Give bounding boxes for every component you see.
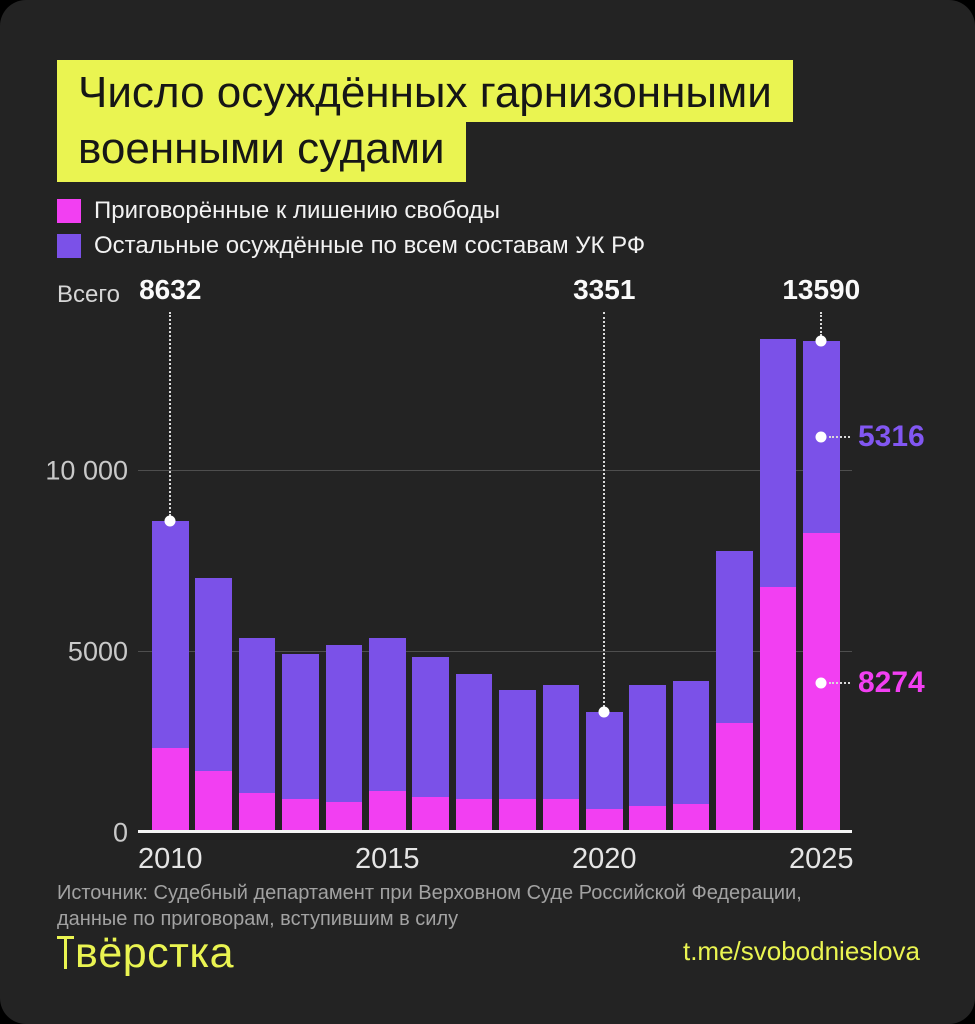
legend-label-other: Остальные осуждённые по всем составам УК… bbox=[94, 232, 646, 259]
bar-2012 bbox=[238, 637, 276, 833]
x-tick-2015: 2015 bbox=[354, 843, 420, 875]
bar-2015 bbox=[369, 637, 406, 833]
callout-total-2025: 13590 bbox=[782, 274, 861, 305]
bar-2012-segment-other bbox=[238, 637, 276, 794]
legend-item-prison: Приговорённые к лишению свободы bbox=[57, 197, 645, 224]
title-line-2: военными судами bbox=[57, 122, 466, 182]
bar-2022-segment-prison bbox=[672, 804, 710, 833]
side-value-8274: 8274 bbox=[858, 666, 925, 700]
bar-2017 bbox=[455, 673, 493, 833]
bar-2024 bbox=[759, 338, 797, 833]
bar-2023-segment-other bbox=[716, 550, 753, 723]
bar-2019-segment-prison bbox=[542, 798, 580, 833]
x-axis-line bbox=[138, 830, 852, 833]
bar-2010 bbox=[152, 520, 189, 833]
page-title: Число осуждённых гарнизонными военными с… bbox=[57, 60, 793, 182]
side-dot-5316 bbox=[815, 431, 827, 443]
chart-plot-area bbox=[138, 330, 852, 833]
bar-2017-segment-other bbox=[455, 673, 493, 799]
bar-2019-segment-other bbox=[542, 684, 580, 799]
bar-2014-segment-prison bbox=[325, 802, 363, 833]
side-leader-5316 bbox=[829, 436, 850, 439]
y-tick-5000: 5000 bbox=[67, 636, 128, 667]
bar-2012-segment-prison bbox=[238, 793, 276, 833]
legend-swatch-purple-icon bbox=[57, 234, 81, 258]
bar-2016-segment-prison bbox=[412, 796, 449, 833]
bar-2019 bbox=[542, 684, 580, 833]
y-tick-0: 0 bbox=[112, 817, 128, 848]
legend-label-prison: Приговорённые к лишению свободы bbox=[94, 197, 501, 224]
logo-t-mark-icon bbox=[57, 936, 74, 969]
bar-2011 bbox=[195, 577, 232, 833]
bar-2022-segment-other bbox=[672, 680, 710, 805]
telegram-link[interactable]: t.me/svobodnieslova bbox=[682, 936, 920, 966]
bar-2021-segment-prison bbox=[629, 805, 666, 833]
bar-2020-segment-prison bbox=[586, 809, 623, 833]
bar-2023-segment-prison bbox=[716, 722, 753, 833]
bar-2021-segment-other bbox=[629, 684, 666, 806]
bar-2015-segment-other bbox=[369, 637, 406, 792]
x-tick-2025: 2025 bbox=[788, 843, 854, 875]
side-dot-8274 bbox=[815, 677, 827, 689]
callout-dot-2020 bbox=[598, 706, 610, 718]
bar-2025 bbox=[803, 341, 840, 833]
callout-total-2010: 8632 bbox=[139, 274, 202, 305]
bar-2020 bbox=[586, 711, 623, 833]
bar-2021 bbox=[629, 684, 666, 833]
bar-2015-segment-prison bbox=[369, 791, 406, 833]
callout-leader-2020 bbox=[603, 312, 606, 707]
bar-2011-segment-prison bbox=[195, 771, 232, 833]
legend-swatch-magenta-icon bbox=[57, 199, 81, 223]
bar-2018-segment-other bbox=[499, 690, 536, 799]
y-tick-10000: 10 000 bbox=[45, 455, 128, 486]
source-note: Источник: Судебный департамент при Верхо… bbox=[57, 880, 802, 932]
bar-2013-segment-other bbox=[282, 653, 319, 799]
callout-leader-2025 bbox=[820, 312, 823, 337]
bar-2010-segment-prison bbox=[152, 747, 189, 833]
bar-2014 bbox=[325, 644, 363, 833]
bar-2014-segment-other bbox=[325, 644, 363, 803]
bar-2013 bbox=[282, 653, 319, 833]
legend: Приговорённые к лишению свободы Остальны… bbox=[57, 197, 646, 259]
callout-leader-2010 bbox=[169, 312, 172, 516]
callout-total-2020: 3351 bbox=[573, 274, 636, 305]
bar-2023 bbox=[716, 550, 753, 833]
title-line-1: Число осуждённых гарнизонными bbox=[57, 60, 793, 122]
verstka-logo: вёрстка bbox=[57, 929, 235, 977]
callout-dot-2025 bbox=[815, 335, 827, 347]
bar-2020-segment-other bbox=[586, 711, 623, 810]
source-line-1: Источник: Судебный департамент при Верхо… bbox=[57, 882, 802, 904]
legend-item-other: Остальные осуждённые по всем составам УК… bbox=[57, 232, 646, 259]
total-label: Всего bbox=[57, 281, 120, 308]
logo-text: вёрстка bbox=[75, 929, 235, 977]
bar-2024-segment-prison bbox=[759, 586, 797, 833]
bar-2011-segment-other bbox=[195, 577, 232, 772]
bar-2022 bbox=[672, 680, 710, 833]
callout-dot-2010 bbox=[164, 515, 176, 527]
gridline-10000 bbox=[138, 470, 852, 471]
x-tick-2020: 2020 bbox=[571, 843, 637, 875]
source-line-2: данные по приговорам, вступившим в силу bbox=[57, 908, 459, 930]
bar-2013-segment-prison bbox=[282, 798, 319, 833]
bar-2018 bbox=[499, 690, 536, 833]
gridline-5000 bbox=[138, 651, 852, 652]
side-value-5316: 5316 bbox=[858, 420, 925, 454]
bar-2016-segment-other bbox=[412, 657, 449, 797]
side-leader-8274 bbox=[829, 682, 850, 685]
bar-2016 bbox=[412, 657, 449, 833]
bar-2024-segment-other bbox=[759, 338, 797, 587]
bar-2017-segment-prison bbox=[455, 798, 493, 833]
x-tick-2010: 2010 bbox=[137, 843, 203, 875]
bar-2010-segment-other bbox=[152, 520, 189, 748]
bar-2018-segment-prison bbox=[499, 798, 536, 833]
